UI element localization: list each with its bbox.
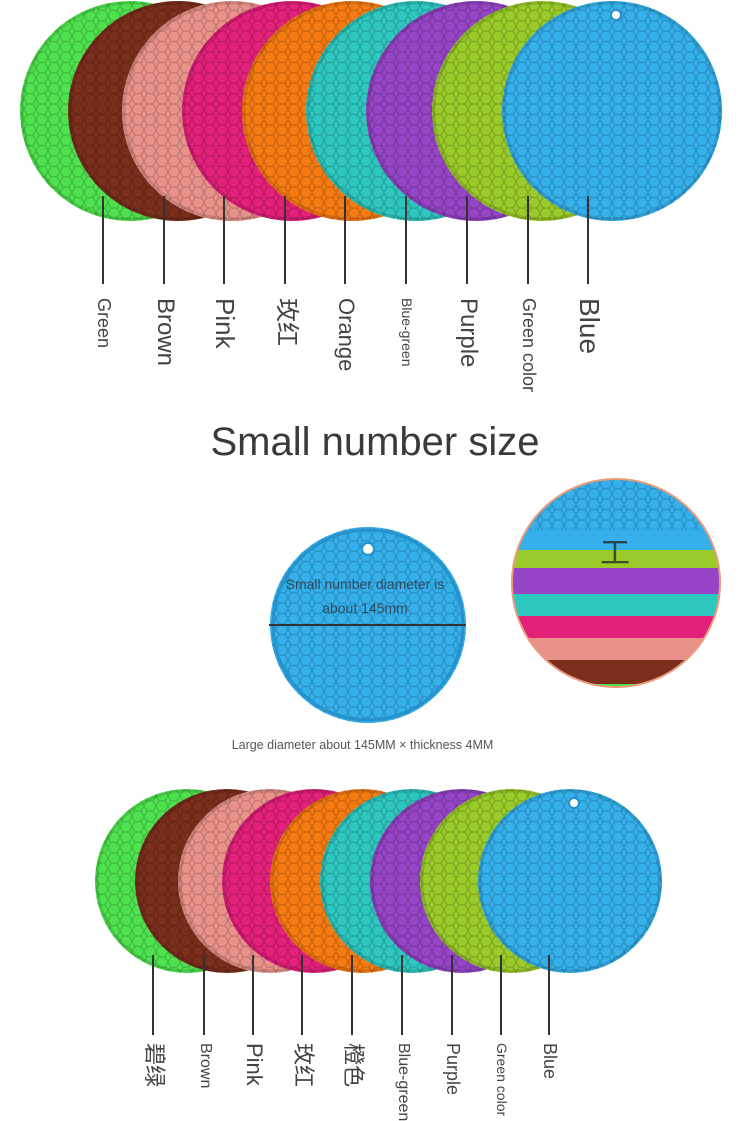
color-label-8: Blue (574, 298, 606, 355)
color-label-1: Brown (196, 1043, 214, 1089)
thickness-zoom (511, 478, 721, 688)
size-title: Small number size (210, 420, 540, 464)
hang-hole-icon (361, 542, 375, 556)
color-label-7: Green color (493, 1043, 510, 1117)
color-label-1: Brown (152, 298, 180, 367)
color-label-5: Blue-green (398, 298, 415, 367)
color-label-8: Blue (539, 1043, 560, 1080)
color-label-4: 橙色 (341, 1043, 367, 1088)
color-label-0: Green (93, 298, 114, 349)
size-caption: Large diameter about 145MM × thickness 4… (231, 738, 494, 752)
blue-coaster-dimension (269, 527, 466, 723)
diameter-text: Small number diameter is about 145mm (285, 576, 445, 616)
hang-hole-icon (610, 9, 622, 21)
coaster-8 (502, 1, 722, 221)
color-label-6: Purple (442, 1043, 463, 1096)
color-label-4: Orange (334, 298, 360, 372)
color-label-2: Pink (242, 1043, 268, 1086)
color-label-2: Pink (210, 298, 241, 349)
bottom-coaster-row (95, 789, 662, 973)
color-label-3: 玫红 (291, 1043, 317, 1088)
color-label-5: Blue-green (394, 1043, 412, 1121)
color-label-0: 碧绿 (142, 1043, 168, 1088)
thickness-mark: 工 (600, 537, 630, 570)
hang-hole-icon (568, 797, 580, 809)
top-leader-lines (102, 196, 589, 284)
color-label-6: Purple (455, 298, 483, 368)
top-coaster-row (20, 1, 722, 221)
coaster-8 (478, 789, 662, 973)
color-label-3: 玫红 (273, 298, 301, 346)
color-label-7: Green color (518, 298, 539, 393)
bottom-leader-lines (152, 955, 550, 1035)
